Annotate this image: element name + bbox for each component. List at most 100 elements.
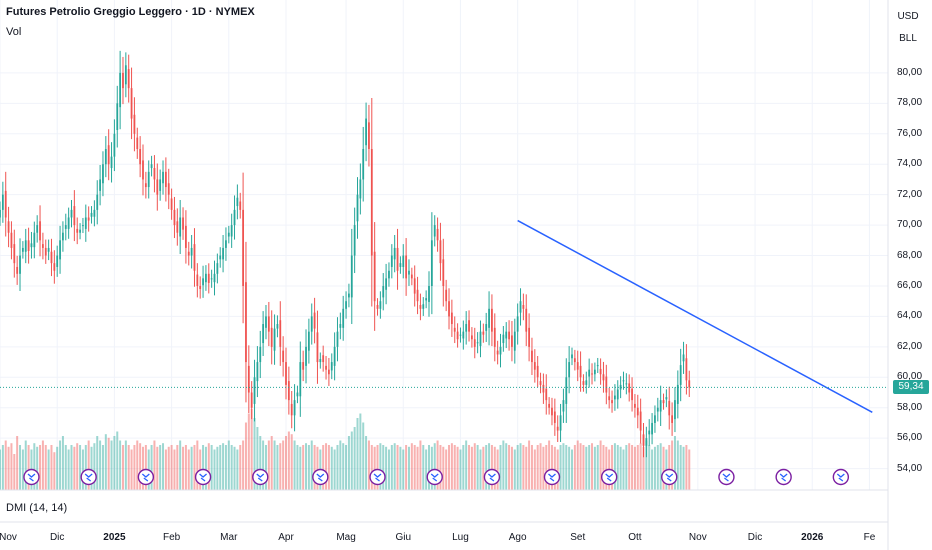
event-marker-icon[interactable] — [369, 468, 386, 486]
volume-bar — [270, 436, 273, 490]
candle-body — [388, 270, 390, 279]
volume-bar — [347, 436, 350, 490]
volume-bar — [84, 445, 87, 490]
event-marker-icon[interactable] — [80, 468, 97, 486]
candle-body — [113, 133, 116, 157]
volume-bar — [36, 446, 39, 490]
event-marker-icon[interactable] — [718, 468, 735, 486]
candle-body — [293, 400, 296, 416]
unit-button[interactable]: BLL — [899, 33, 917, 44]
volume-bar — [159, 445, 162, 490]
dmi-indicator-label[interactable]: DMI (14, 14) — [6, 502, 68, 514]
grid-lines — [0, 0, 888, 490]
volume-bar — [16, 436, 19, 490]
event-marker-icon[interactable] — [661, 468, 678, 486]
candle-body — [545, 388, 548, 401]
volume-bar — [179, 440, 182, 490]
volume-bar — [267, 440, 270, 490]
volume-bar — [519, 443, 522, 490]
volume-bar — [230, 445, 233, 490]
volume-bar — [510, 446, 513, 490]
candle-body — [679, 365, 682, 385]
candle-body — [79, 229, 81, 233]
candle-body — [348, 293, 350, 298]
candle-body — [445, 289, 448, 302]
volume-bar — [262, 440, 265, 490]
volume-bar — [139, 443, 142, 490]
event-marker-icon[interactable] — [775, 468, 792, 486]
volume-bar — [685, 445, 688, 490]
volume-bar — [376, 445, 379, 490]
price-tick-label: 64,00 — [897, 310, 923, 322]
volume-bar — [327, 445, 330, 490]
candle-body — [505, 331, 508, 339]
candle-body — [225, 240, 227, 248]
candle-body — [259, 346, 262, 363]
volume-bar — [513, 449, 516, 490]
candle-body — [502, 334, 505, 344]
event-marker-icon[interactable] — [426, 468, 443, 486]
volume-bar — [219, 445, 222, 490]
candle-body — [439, 240, 442, 264]
symbol-title[interactable]: Futures Petrolio Greggio Leggero · 1D · … — [6, 6, 255, 18]
candle-body — [210, 278, 213, 280]
volume-bar — [565, 445, 568, 490]
event-marker-icon[interactable] — [137, 468, 155, 486]
event-marker-icon[interactable] — [543, 468, 561, 486]
volume-bar — [473, 443, 476, 490]
candle-body — [373, 251, 376, 302]
event-markers[interactable] — [23, 468, 850, 486]
volume-bar — [633, 446, 636, 490]
volume-bar — [333, 449, 336, 490]
trendline[interactable] — [517, 219, 873, 413]
volume-bar — [522, 445, 525, 490]
volume-bar — [299, 446, 302, 490]
volume-bar — [356, 418, 359, 490]
volume-bar — [90, 446, 93, 490]
candle-body — [82, 225, 84, 227]
volume-bar — [322, 445, 325, 490]
event-marker-icon[interactable] — [832, 468, 850, 486]
volume-bar — [359, 413, 362, 490]
volume-label[interactable]: Vol — [6, 26, 22, 38]
candle-body — [13, 244, 16, 264]
volume-bar — [659, 443, 662, 490]
candle-body — [519, 301, 522, 313]
event-marker-icon[interactable] — [312, 468, 329, 486]
candle-body — [19, 255, 21, 274]
volume-bar — [605, 446, 608, 490]
volume-bar — [236, 449, 239, 490]
volume-bar — [233, 446, 236, 490]
volume-bar — [222, 443, 225, 490]
volume-bar — [110, 440, 113, 490]
event-marker-icon[interactable] — [252, 468, 269, 486]
event-marker-icon[interactable] — [600, 468, 618, 486]
candle-body — [531, 350, 533, 363]
candle-body — [319, 359, 322, 363]
volume-bar — [493, 446, 496, 490]
candle-body — [299, 362, 302, 397]
candle-body — [273, 328, 276, 351]
candle-body — [33, 232, 36, 248]
volume-bar — [505, 443, 508, 490]
time-tick-label: 2026 — [801, 532, 824, 543]
candle-body — [307, 331, 310, 351]
volume-bar — [124, 440, 127, 490]
candle-body — [44, 247, 47, 256]
candle-body — [276, 324, 279, 329]
candle-body — [542, 384, 545, 393]
candle-body — [636, 407, 639, 416]
candle-body — [310, 316, 313, 332]
event-marker-icon[interactable] — [194, 468, 212, 486]
event-marker-icon[interactable] — [23, 468, 40, 486]
event-marker-icon[interactable] — [483, 468, 501, 486]
volume-bar — [525, 446, 528, 490]
volume-bar — [167, 446, 170, 490]
candle-body — [568, 362, 571, 378]
volume-bar — [330, 446, 333, 490]
currency-button[interactable]: USD — [897, 11, 919, 22]
volume-bar — [370, 445, 373, 490]
candle-body — [353, 225, 356, 256]
volume-bar — [104, 434, 107, 490]
